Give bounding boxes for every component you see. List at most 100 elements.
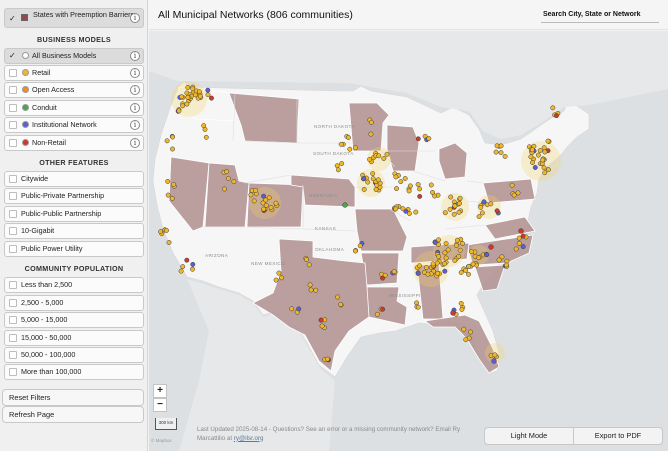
retail-network-marker[interactable] [528, 154, 534, 160]
retail-network-marker[interactable] [308, 287, 314, 293]
retail-network-marker[interactable] [263, 202, 269, 208]
retail-network-marker[interactable] [498, 143, 504, 149]
retail-network-marker[interactable] [221, 186, 227, 192]
retail-network-marker[interactable] [266, 195, 272, 201]
retail-network-marker[interactable] [442, 210, 448, 216]
retail-network-marker[interactable] [529, 147, 535, 153]
retail-network-marker[interactable] [417, 186, 423, 192]
retail-network-marker[interactable] [179, 94, 184, 100]
retail-network-marker[interactable] [368, 131, 374, 137]
population-option[interactable]: 15,000 - 50,000 [4, 330, 144, 346]
retail-network-marker[interactable] [417, 263, 422, 269]
retail-network-marker[interactable] [180, 264, 186, 270]
retail-network-marker[interactable] [165, 192, 171, 198]
search-input[interactable] [541, 6, 659, 23]
nonretail-network-marker[interactable] [520, 233, 526, 239]
retail-network-marker[interactable] [185, 85, 191, 90]
business-model-option[interactable]: Open Access i [4, 82, 144, 98]
institutional-network-marker[interactable] [361, 176, 367, 182]
retail-network-marker[interactable] [190, 266, 195, 272]
retail-network-marker[interactable] [434, 260, 440, 266]
reset-filters-button[interactable]: Reset Filters [2, 389, 144, 406]
retail-network-marker[interactable] [443, 241, 449, 246]
checkbox[interactable] [9, 316, 17, 324]
retail-network-marker[interactable] [542, 149, 548, 155]
info-icon[interactable]: i [130, 103, 140, 113]
retail-network-marker[interactable] [502, 153, 508, 159]
retail-network-marker[interactable] [165, 178, 171, 184]
retail-network-marker[interactable] [373, 187, 379, 192]
nonretail-network-marker[interactable] [554, 113, 559, 119]
feature-option[interactable]: 10-Gigabit [4, 223, 144, 239]
checkbox[interactable] [9, 175, 17, 183]
checkbox[interactable] [9, 121, 17, 129]
retail-network-marker[interactable] [367, 156, 373, 162]
retail-network-marker[interactable] [530, 160, 535, 166]
info-icon[interactable]: i [130, 138, 140, 148]
retail-network-marker[interactable] [384, 151, 390, 157]
retail-network-marker[interactable] [458, 300, 464, 306]
business-model-option[interactable]: Retail i [4, 65, 144, 81]
nonretail-network-marker[interactable] [415, 136, 421, 142]
retail-network-marker[interactable] [225, 176, 231, 181]
retail-network-marker[interactable] [357, 243, 363, 249]
retail-network-marker[interactable] [494, 143, 500, 149]
retail-network-marker[interactable] [273, 200, 279, 206]
retail-network-marker[interactable] [442, 250, 448, 256]
retail-network-marker[interactable] [540, 157, 546, 163]
retail-network-marker[interactable] [488, 201, 494, 207]
checkbox[interactable] [9, 86, 17, 94]
retail-network-marker[interactable] [428, 182, 434, 188]
retail-network-marker[interactable] [478, 204, 484, 210]
checkbox[interactable] [9, 351, 17, 359]
institutional-network-marker[interactable] [532, 165, 538, 170]
population-option[interactable]: Less than 2,500 [4, 277, 144, 293]
retail-network-marker[interactable] [545, 167, 551, 173]
retail-network-marker[interactable] [251, 198, 257, 204]
retail-network-marker[interactable] [335, 167, 341, 173]
retail-network-marker[interactable] [436, 237, 441, 243]
nonretail-network-marker[interactable] [417, 193, 423, 199]
retail-network-marker[interactable] [407, 183, 413, 189]
retail-network-marker[interactable] [352, 248, 358, 254]
retail-network-marker[interactable] [516, 240, 522, 246]
institutional-network-marker[interactable] [296, 306, 302, 312]
checkbox[interactable] [9, 368, 17, 376]
retail-network-marker[interactable] [345, 135, 351, 140]
feature-option[interactable]: Public-Public Partnership [4, 206, 144, 222]
nonretail-network-marker[interactable] [518, 228, 524, 234]
retail-network-marker[interactable] [253, 187, 259, 193]
retail-network-marker[interactable] [394, 186, 399, 192]
network-markers[interactable] [158, 84, 561, 364]
retail-network-marker[interactable] [224, 169, 230, 175]
email-link[interactable]: ry@ilsr.org [233, 434, 264, 442]
retail-network-marker[interactable] [457, 200, 462, 206]
retail-network-marker[interactable] [393, 174, 399, 180]
retail-network-marker[interactable] [304, 257, 309, 262]
map-canvas[interactable]: NORTH DAKOTA SOUTH DAKOTA NEBRASKA KANSA… [149, 31, 668, 451]
info-icon[interactable]: i [130, 13, 140, 23]
feature-option[interactable]: Public Power Utility [4, 241, 144, 257]
retail-network-marker[interactable] [398, 179, 404, 185]
retail-network-marker[interactable] [289, 306, 295, 312]
retail-network-marker[interactable] [415, 181, 421, 187]
retail-network-marker[interactable] [504, 262, 509, 268]
retail-network-marker[interactable] [164, 227, 169, 233]
retail-network-marker[interactable] [406, 188, 412, 194]
retail-network-marker[interactable] [169, 195, 175, 201]
population-option[interactable]: 5,000 - 15,000 [4, 312, 144, 328]
retail-network-marker[interactable] [273, 277, 279, 283]
retail-network-marker[interactable] [479, 210, 485, 216]
nonretail-network-marker[interactable] [450, 310, 456, 316]
population-option[interactable]: 50,000 - 100,000 [4, 347, 144, 363]
retail-network-marker[interactable] [313, 287, 319, 293]
population-option[interactable]: 2,500 - 5,000 [4, 295, 144, 311]
retail-network-marker[interactable] [166, 240, 172, 245]
retail-network-marker[interactable] [470, 261, 476, 267]
export-pdf-button[interactable]: Export to PDF [573, 427, 663, 445]
retail-network-marker[interactable] [451, 211, 457, 217]
retail-network-marker[interactable] [370, 176, 376, 182]
retail-network-marker[interactable] [180, 103, 186, 109]
retail-network-marker[interactable] [498, 150, 504, 156]
retail-network-marker[interactable] [426, 136, 432, 141]
